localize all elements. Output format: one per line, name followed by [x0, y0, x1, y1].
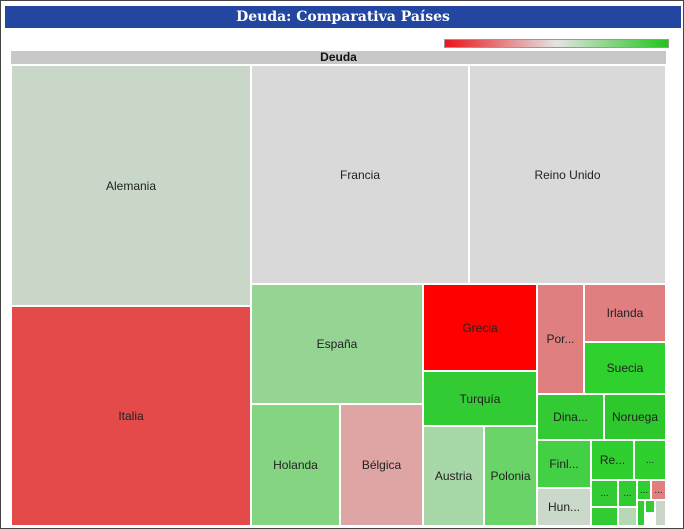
treemap-cell-label: Dina... — [553, 410, 588, 424]
treemap-cell-label: Italia — [118, 409, 144, 423]
treemap-cell-label: Bélgica — [361, 458, 402, 472]
treemap-cell-label: Reino Unido — [534, 167, 601, 182]
treemap-root-header[interactable]: Deuda — [11, 51, 666, 64]
treemap-cell[interactable]: Italia — [11, 306, 251, 526]
treemap-cell[interactable] — [655, 500, 666, 526]
treemap-cell-label: Austria — [434, 469, 473, 483]
treemap-cell-label: ... — [654, 484, 663, 496]
treemap-cell[interactable]: Hun... — [537, 488, 591, 526]
treemap-cell[interactable]: ... — [634, 440, 666, 480]
treemap-cell-label: Irlanda — [606, 306, 644, 320]
treemap-cell-label: ... — [639, 484, 649, 496]
treemap-cell-label: Noruega — [611, 410, 659, 424]
treemap-cell-label: Por... — [546, 332, 575, 346]
treemap-cell-label: Re... — [599, 453, 626, 467]
treemap-cell[interactable]: Holanda — [251, 404, 340, 526]
treemap-cell-label: Hun... — [547, 500, 580, 514]
treemap-cell[interactable]: Alemania — [11, 65, 251, 306]
treemap-cell-label: España — [316, 337, 358, 351]
treemap-cell[interactable]: Grecia — [423, 284, 537, 371]
treemap-cell-label: ... — [600, 488, 609, 499]
treemap-cell[interactable]: ... — [618, 480, 637, 507]
treemap-cell[interactable] — [645, 500, 655, 513]
treemap-cell[interactable]: Austria — [423, 426, 484, 526]
treemap-cell[interactable]: España — [251, 284, 423, 404]
chart-title: Deuda: Comparativa Países — [5, 6, 681, 28]
treemap-cell[interactable]: Noruega — [604, 394, 666, 440]
treemap-cell[interactable] — [591, 507, 618, 526]
treemap-cell-label: Alemania — [105, 178, 157, 193]
treemap-cell[interactable]: Reino Unido — [469, 65, 666, 284]
treemap-cell[interactable]: Turquía — [423, 371, 537, 426]
treemap-cell[interactable]: Re... — [591, 440, 634, 480]
treemap-cell[interactable]: Bélgica — [340, 404, 423, 526]
treemap-cell-label: Suecia — [606, 361, 644, 375]
treemap-cell[interactable]: Por... — [537, 284, 584, 394]
color-scale-legend — [444, 39, 669, 48]
treemap-cell-label: Grecia — [462, 320, 498, 335]
treemap-cell[interactable]: Irlanda — [584, 284, 666, 342]
treemap-cell[interactable] — [637, 500, 645, 526]
treemap-cell[interactable]: Suecia — [584, 342, 666, 394]
treemap-cell-label: ... — [645, 454, 655, 466]
treemap-cell-label: Polonia — [490, 469, 531, 483]
treemap-cell-label: Francia — [339, 167, 380, 182]
treemap-cell-label: Finl... — [549, 457, 579, 471]
treemap-cell-label: ... — [623, 488, 632, 499]
treemap-cell[interactable]: ... — [591, 480, 618, 507]
treemap-cell[interactable]: Polonia — [484, 426, 537, 526]
treemap-cell[interactable]: ... — [651, 480, 666, 500]
treemap-cell-label: Holanda — [273, 458, 318, 472]
treemap-cell[interactable]: Francia — [251, 65, 469, 284]
treemap-cell-label: Turquía — [459, 391, 501, 406]
treemap-cell[interactable]: Dina... — [537, 394, 604, 440]
treemap-cell[interactable] — [618, 507, 637, 526]
treemap-cell[interactable]: Finl... — [537, 440, 591, 488]
treemap-cell[interactable]: ... — [637, 480, 651, 500]
